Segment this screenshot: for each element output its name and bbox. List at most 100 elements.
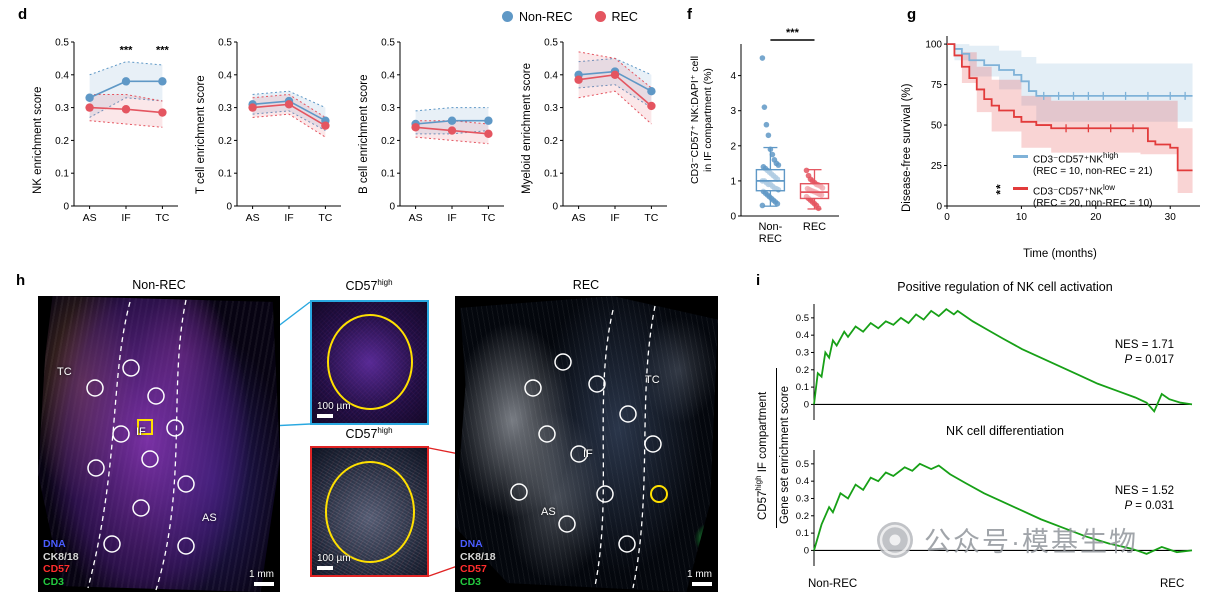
subplot-tcell: T cell enrichment score 0 0.1 0.2 0.3 0.4 0.5… xyxy=(185,26,348,262)
y-tick-label: 0.2 xyxy=(218,136,232,147)
enrichment-subplots: NK enrichment score 0 0.1 0.2 0.3 0.4 0.5 AS IF… xyxy=(22,26,674,262)
scatter-point xyxy=(803,167,810,174)
x-tick-label: AS xyxy=(572,212,586,224)
y-tick-label: 0 xyxy=(552,202,558,213)
x-tick-label: IF xyxy=(284,212,293,224)
km-legend-name: CD3⁻CD57⁺NK xyxy=(1033,154,1104,166)
subplot-nk: NK enrichment score 0 0.1 0.2 0.3 0.4 0.5 AS IF… xyxy=(22,26,185,262)
x-tick-label: TC xyxy=(481,212,495,224)
data-point xyxy=(158,77,167,86)
km-legend-entry-high: CD3⁻CD57⁺NKhigh (REC = 10, non-REC = 21) xyxy=(1013,150,1203,177)
km-survival-chart: 0 25 50 75 100 0 10 20 30 xyxy=(911,26,1206,243)
rec-tissue-image: TC IF AS DNA CK8/18 CD57 CD3 1 mm xyxy=(455,296,718,592)
y-tick-label: 75 xyxy=(931,80,943,91)
km-legend-name: CD3⁻CD57⁺NK xyxy=(1033,186,1104,198)
legend-label: REC xyxy=(611,10,638,24)
data-point xyxy=(647,101,656,111)
gsea-differentiation-stats: NES = 1.52 P = 0.031 xyxy=(1034,484,1174,514)
cd57high-inset-nonrec: 100 µm xyxy=(310,300,429,425)
nk-dapi-boxplot-chart: 0 1 2 3 4 *** Non- REC REC xyxy=(717,22,843,257)
y-tick-label: 0.4 xyxy=(381,70,395,81)
km-swatch-low xyxy=(1013,187,1028,191)
data-point xyxy=(248,103,257,112)
y-tick-label: 0.3 xyxy=(544,103,558,114)
y-tick-label: 0.5 xyxy=(218,38,232,49)
y-axis-label: T cell enrichment score xyxy=(195,75,207,194)
data-point xyxy=(484,129,493,139)
channel-cd57: CD57 xyxy=(460,563,487,575)
y-axis-label-line2: in IF compartment (%) xyxy=(701,68,714,172)
nonrec-legend-dot xyxy=(502,11,513,22)
x-tick-label: REC xyxy=(803,221,826,233)
rec-image-title: REC xyxy=(572,278,600,292)
y-tick-label: 4 xyxy=(730,71,736,82)
region-label-if: IF xyxy=(583,448,593,460)
scale-bar: 100 µm xyxy=(317,553,351,570)
gsea-nk-differentiation-svg: 0 0.1 0.2 0.3 0.4 0.5 xyxy=(796,450,1193,566)
data-point xyxy=(647,87,656,96)
km-legend-name-sup: low xyxy=(1103,183,1116,193)
confidence-band xyxy=(947,44,1193,122)
inset-roi xyxy=(327,314,413,410)
y-tick-label: 0.4 xyxy=(544,70,558,81)
nonrec-tissue-image: TC IF AS DNA CK8/18 CD57 CD3 1 mm xyxy=(38,296,280,592)
y-tick-label: 0 xyxy=(226,202,232,213)
y-tick-label: 0.5 xyxy=(796,459,809,470)
y-tick-label: 0.1 xyxy=(544,169,558,180)
data-point xyxy=(321,121,330,130)
x-tick-label: AS xyxy=(83,212,97,224)
x-tick-label: 10 xyxy=(1016,212,1028,223)
panel-label-f: f xyxy=(687,6,692,23)
y-tick-label: 0.1 xyxy=(796,382,809,393)
y-tick-label: 0 xyxy=(730,212,736,223)
km-legend-counts: (REC = 20, non-REC = 10) xyxy=(1033,198,1153,210)
y-axis-label: Myeloid enrichment score xyxy=(521,62,533,194)
y-tick-label: 0.1 xyxy=(381,169,395,180)
y-tick-label: 0.4 xyxy=(218,70,232,81)
y-tick-label: 0.3 xyxy=(796,493,809,504)
channel-dna: DNA xyxy=(460,538,483,550)
x-tick-label: 0 xyxy=(944,212,950,223)
confidence-band xyxy=(947,44,1193,194)
region-label-tc: TC xyxy=(645,374,660,386)
x-tick-label: AS xyxy=(409,212,423,224)
y-axis-label-denominator: Gene set enrichment score xyxy=(779,385,791,524)
panel-d: d Non-REC REC NK enrichment score 0 0.1 0.… xyxy=(10,4,682,266)
enrichment-curve xyxy=(813,462,1193,555)
significance-stars: *** xyxy=(120,44,134,56)
region-label-if: IF xyxy=(136,426,146,438)
gsea-activation-stats: NES = 1.71 P = 0.017 xyxy=(1034,338,1174,368)
km-legend-name-sup: high xyxy=(1103,151,1119,160)
data-point xyxy=(484,116,493,125)
data-point xyxy=(85,103,94,112)
survival-curve xyxy=(947,43,1193,172)
scatter-point xyxy=(759,55,766,61)
scatter-point xyxy=(763,121,770,128)
gsea-title-differentiation: NK cell differentiation xyxy=(946,424,1064,438)
bcell-enrichment-chart: 0 0.1 0.2 0.3 0.4 0.5 AS IF TC xyxy=(370,26,510,235)
nonrec-image-title: Non-REC xyxy=(132,278,186,292)
y-tick-label: 0.4 xyxy=(796,476,809,487)
nk-enrichment-chart: 0 0.1 0.2 0.3 0.4 0.5 AS IF TC *** *** xyxy=(44,26,184,235)
channel-cd3: CD3 xyxy=(460,575,482,588)
y-tick-label: 0 xyxy=(936,202,942,213)
y-tick-label: 0.2 xyxy=(796,365,809,376)
significance-stars: *** xyxy=(786,27,800,39)
data-point xyxy=(284,100,294,109)
y-axis-label-numerator: CD57high IF compartment xyxy=(754,391,769,520)
x-tick-label: TC xyxy=(644,212,658,224)
y-tick-label: 0.2 xyxy=(55,136,69,147)
tcell-enrichment-svg: 0 0.1 0.2 0.3 0.4 0.5 AS IF TC xyxy=(218,38,341,224)
y-tick-label: 0.5 xyxy=(55,38,69,49)
scatter-point xyxy=(761,104,768,110)
y-tick-label: 0.3 xyxy=(381,103,395,114)
channel-ck818: CK8/18 xyxy=(43,550,79,563)
x-tick-label: IF xyxy=(447,212,456,224)
y-tick-label: 0.2 xyxy=(381,136,395,147)
y-tick-label: 0.5 xyxy=(381,38,395,49)
data-point xyxy=(574,75,583,84)
subplot-bcell: B cell enrichment score 0 0.1 0.2 0.3 0.4 0.5… xyxy=(348,26,511,262)
y-axis-label: NK enrichment score xyxy=(32,86,44,194)
y-axis-label-divider xyxy=(776,368,777,528)
